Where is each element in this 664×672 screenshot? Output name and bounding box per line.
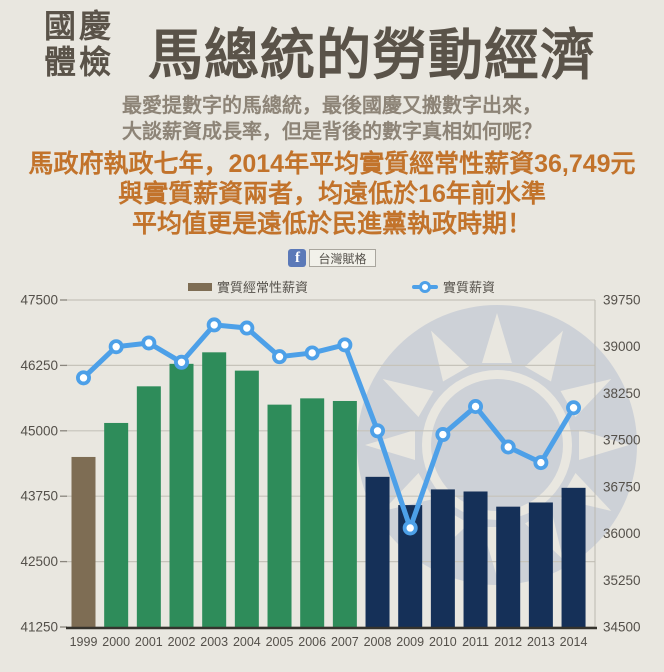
line-marker-2005 [272, 349, 288, 365]
left-axis-label: 47500 [20, 293, 58, 308]
right-axis-label: 38250 [603, 386, 641, 401]
line-marker-2012 [500, 439, 516, 455]
bar-2010 [430, 489, 455, 627]
line-legend-swatch [412, 280, 438, 293]
line-marker-2014 [566, 400, 582, 416]
badge-line2: 體檢 [44, 44, 115, 80]
line-marker-2004 [239, 320, 255, 336]
line-marker-2011 [468, 399, 484, 415]
facebook-icon[interactable]: f [288, 249, 307, 267]
subtitle: 最愛提數字的馬總統，最後國慶又搬數字出來， 大談薪資成長率，但是背後的數字真相如… [0, 93, 664, 145]
x-axis-label-2010: 2010 [429, 635, 457, 649]
bar-2004 [234, 370, 259, 627]
x-axis-label-2000: 2000 [102, 635, 130, 649]
subtitle-line2: 大談薪資成長率，但是背後的數字真相如何呢？ [122, 121, 542, 143]
bar-2011 [463, 491, 488, 627]
bar-2008 [365, 476, 390, 627]
highlight-line3: 平均值更是遠低於民進黨執政時期！ [131, 210, 532, 238]
x-axis-label-2002: 2002 [168, 635, 196, 649]
national-day-checkup-badge: 國慶 體檢 [44, 8, 114, 80]
x-axis-label-2014: 2014 [560, 635, 588, 649]
x-axis-label-2012: 2012 [494, 635, 522, 649]
highlight-line1: 馬政府執政七年，2014年平均實質經常性薪資36,749元 [28, 150, 636, 178]
right-axis-label: 39000 [603, 339, 641, 354]
right-axis-label: 39750 [603, 293, 641, 308]
x-axis-label-2011: 2011 [462, 635, 489, 649]
line-marker-2008 [370, 423, 386, 439]
left-axis-label: 41250 [20, 620, 58, 635]
x-axis-label-2007: 2007 [331, 635, 359, 649]
x-axis-label-2004: 2004 [233, 635, 261, 649]
left-axis-label: 46250 [20, 358, 58, 373]
line-marker-2002 [174, 354, 190, 370]
right-axis-label: 35250 [603, 573, 641, 588]
left-axis-label: 45000 [20, 423, 58, 438]
highlight-line2: 與實質薪資兩者，均遠低於16年前水準 [118, 180, 546, 208]
facebook-page-name[interactable]: 台灣賦格 [309, 249, 376, 267]
line-marker-2013 [533, 455, 549, 471]
bar-2002 [169, 363, 194, 627]
line-marker-2010 [435, 427, 451, 443]
left-axis-label: 43750 [20, 489, 58, 504]
right-axis-label: 37500 [603, 433, 641, 448]
bar-2003 [202, 352, 227, 627]
bar-2014 [561, 487, 586, 627]
right-axis-label: 36000 [603, 526, 641, 541]
bar-2005 [267, 404, 292, 627]
line-legend-label: 實質薪資 [443, 280, 496, 295]
bar-2006 [300, 398, 325, 627]
bar-2001 [136, 386, 161, 627]
right-axis-label: 36750 [603, 479, 641, 494]
highlight-statement: 馬政府執政七年，2014年平均實質經常性薪資36,749元 與實質薪資兩者，均遠… [0, 149, 664, 239]
page-title: 馬總統的勞動經濟 [148, 24, 597, 86]
bar-legend-swatch [188, 282, 212, 291]
badge-line1: 國慶 [44, 8, 115, 44]
x-axis-label-2009: 2009 [396, 635, 424, 649]
left-axis-label: 42500 [20, 554, 58, 569]
x-axis-label-2006: 2006 [298, 635, 326, 649]
x-axis-label-2005: 2005 [266, 635, 294, 649]
bar-2013 [528, 502, 553, 627]
x-axis-label-2013: 2013 [527, 635, 555, 649]
line-marker-2006 [304, 345, 320, 361]
line-marker-2000 [108, 339, 124, 355]
x-axis-label-2001: 2001 [135, 635, 163, 649]
bar-2012 [496, 506, 521, 627]
x-axis-label-2008: 2008 [364, 635, 392, 649]
bar-2007 [332, 400, 357, 627]
bar-2000 [104, 422, 129, 627]
line-marker-2009 [402, 520, 418, 536]
bar-legend-label: 實質經常性薪資 [217, 280, 309, 295]
x-axis-label-1999: 1999 [70, 635, 98, 649]
right-axis-label: 34500 [603, 620, 641, 635]
real-salary-line [81, 322, 577, 531]
legend-item-regular-salary[interactable]: 實質經常性薪資 [188, 277, 308, 296]
x-axis-label-2003: 2003 [200, 635, 228, 649]
line-marker-1999 [76, 370, 92, 386]
line-marker-2003 [206, 317, 222, 333]
subtitle-line1: 最愛提數字的馬總統，最後國慶又搬數字出來， [122, 95, 542, 117]
line-marker-2007 [337, 337, 353, 353]
legend-item-real-salary[interactable]: 實質薪資 [412, 277, 495, 296]
facebook-badge[interactable]: f 台灣賦格 [0, 248, 664, 268]
bar-1999 [71, 456, 96, 627]
line-marker-2001 [141, 335, 157, 351]
